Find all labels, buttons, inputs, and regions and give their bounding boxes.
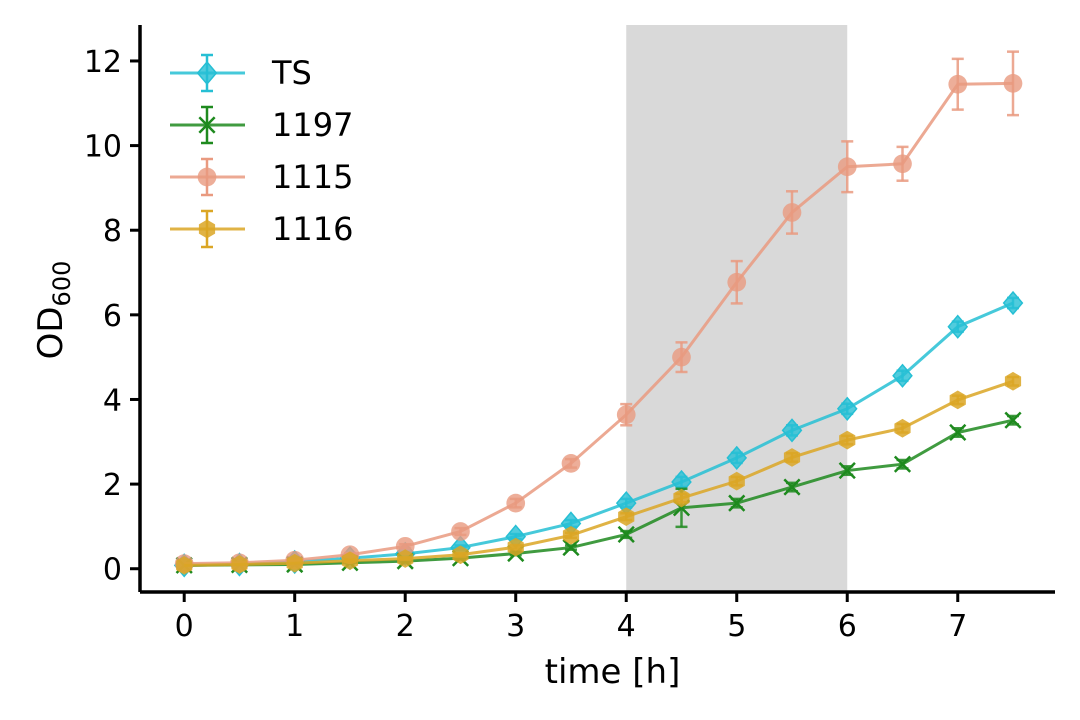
y-tick-label: 4 xyxy=(103,383,122,418)
data-point xyxy=(1004,411,1022,429)
legend-marker xyxy=(197,167,217,187)
series-line xyxy=(184,301,1014,567)
x-tick-label: 7 xyxy=(948,609,967,644)
data-point xyxy=(839,430,856,450)
legend-label: 1116 xyxy=(272,210,353,248)
data-point xyxy=(892,363,913,388)
data-point xyxy=(728,471,745,491)
data-point xyxy=(341,551,359,571)
legend-item-TS: TS xyxy=(170,53,312,93)
legend-label: 1197 xyxy=(272,106,353,144)
data-point xyxy=(893,455,912,473)
legend-marker xyxy=(198,219,216,239)
series-line xyxy=(184,379,1014,567)
data-point xyxy=(836,396,858,421)
data-point xyxy=(451,522,470,541)
shaded-interval-layer xyxy=(626,25,848,592)
data-point xyxy=(561,454,581,473)
data-point xyxy=(894,418,911,438)
data-point xyxy=(838,461,856,480)
y-tick-label: 2 xyxy=(103,468,122,503)
x-tick-label: 0 xyxy=(175,609,194,644)
legend: TS 1197 1115 1116 xyxy=(170,53,353,249)
data-point xyxy=(1004,371,1022,391)
y-axis-label: OD600 xyxy=(31,261,76,360)
legend-item-1197: 1197 xyxy=(170,105,353,145)
x-tick-label: 2 xyxy=(396,609,415,644)
y-tick-label: 6 xyxy=(103,299,122,334)
y-axis-label-main: OD xyxy=(31,306,71,359)
data-point xyxy=(783,478,801,496)
x-tick-label: 1 xyxy=(285,609,304,644)
shaded-interval xyxy=(626,25,848,592)
series-1116 xyxy=(176,371,1022,575)
series-layer xyxy=(173,50,1024,578)
data-point xyxy=(562,525,580,545)
series-line xyxy=(184,418,1014,567)
data-point xyxy=(395,536,415,556)
legend-marker xyxy=(196,60,218,86)
data-point xyxy=(783,448,801,467)
data-point xyxy=(176,555,193,575)
data-point xyxy=(893,154,912,174)
data-point xyxy=(949,390,966,410)
data-point xyxy=(948,74,968,94)
data-point xyxy=(397,549,414,568)
data-point xyxy=(616,405,636,425)
x-tick-label: 3 xyxy=(506,609,525,644)
y-tick-label: 10 xyxy=(84,130,122,165)
data-point xyxy=(947,314,969,339)
data-point xyxy=(562,538,580,557)
data-point xyxy=(949,423,967,442)
data-point xyxy=(1003,74,1023,93)
data-point xyxy=(728,494,746,512)
data-point xyxy=(507,537,524,557)
data-point xyxy=(506,493,526,513)
data-point xyxy=(618,507,635,527)
series-1115 xyxy=(174,50,1023,574)
x-axis-label: time [h] xyxy=(545,652,681,692)
y-tick-label: 8 xyxy=(103,214,122,249)
x-tick-label: 6 xyxy=(838,609,857,644)
data-point xyxy=(727,272,747,292)
legend-item-1116: 1116 xyxy=(170,209,353,249)
data-point xyxy=(781,418,803,443)
data-point xyxy=(286,553,303,573)
legend-label: TS xyxy=(271,54,312,92)
y-tick-label: 12 xyxy=(84,45,122,80)
data-point xyxy=(617,525,635,544)
legend-item-1115: 1115 xyxy=(170,157,353,197)
x-tick-label: 4 xyxy=(617,609,636,644)
legend-marker xyxy=(198,116,216,134)
data-point xyxy=(231,555,248,574)
legend-label: 1115 xyxy=(272,158,353,196)
y-axis-label-subscript: 600 xyxy=(48,261,76,307)
data-point xyxy=(1002,290,1024,316)
data-point xyxy=(837,157,857,177)
data-point xyxy=(673,488,690,508)
data-point xyxy=(726,445,748,471)
data-point xyxy=(782,203,802,222)
x-tick-label: 5 xyxy=(727,609,746,644)
y-tick-label: 0 xyxy=(103,553,122,588)
series-line xyxy=(184,81,1014,566)
data-point xyxy=(672,347,691,367)
data-point xyxy=(452,545,469,565)
